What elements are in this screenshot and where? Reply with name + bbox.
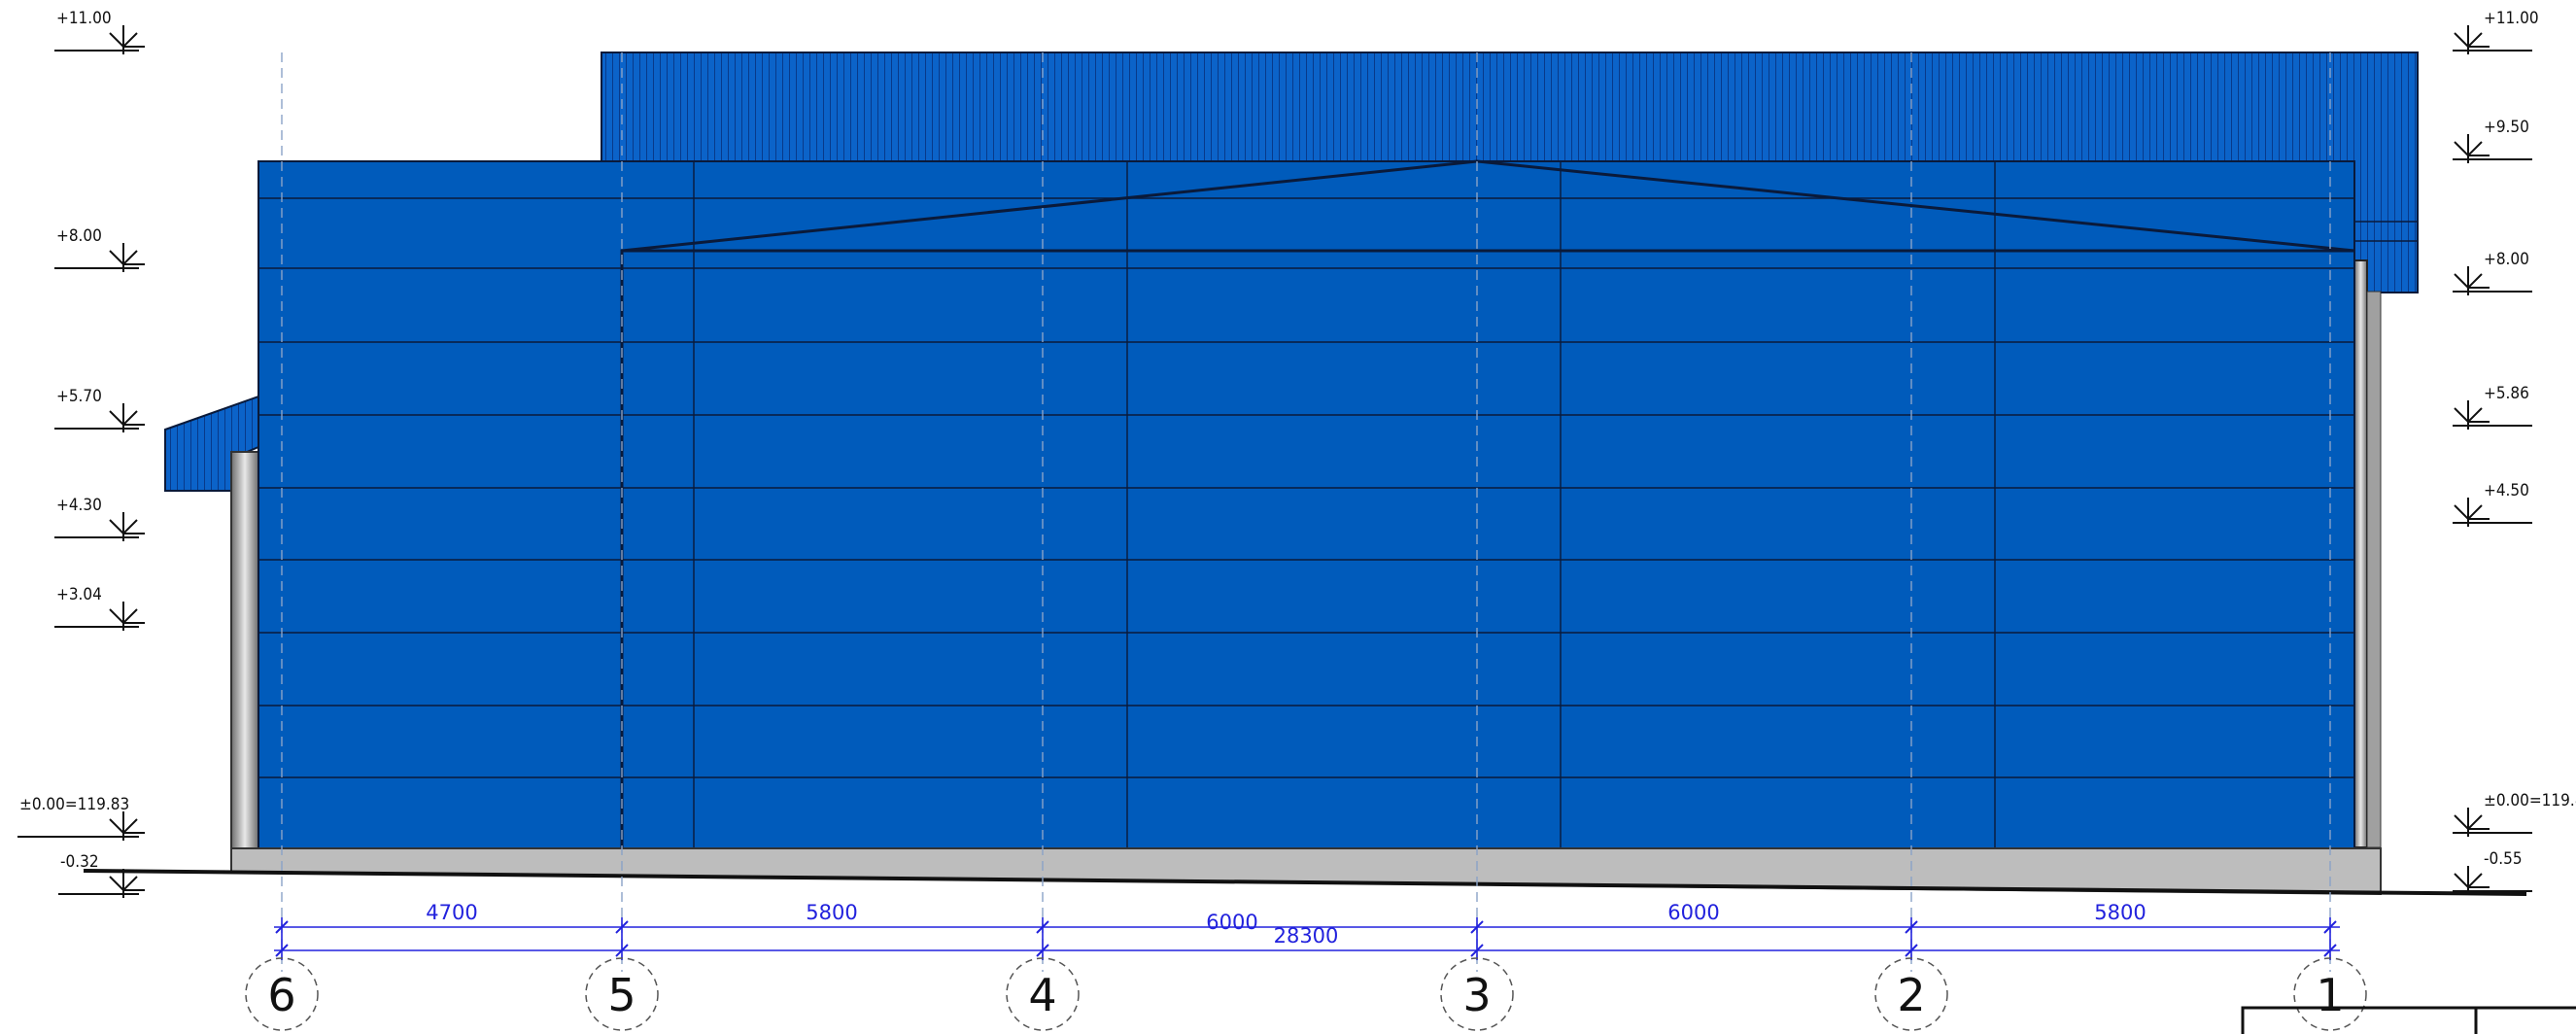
dimension-tick [275,920,289,934]
axis-label: 2 [1897,969,1925,1021]
level-label: ±0.00=119.83 [2484,791,2576,810]
dimension-tick [1036,920,1049,934]
downpipe-right [2366,291,2382,848]
level-label: ±0.00=119.83 [19,795,129,814]
axis-bubble [1874,957,1948,1031]
axis-bubble [585,957,659,1031]
total-dimension-label: 28300 [1274,924,1339,948]
level-label: +5.70 [56,387,102,406]
level-mark [2453,866,2532,895]
axis-bubble [1440,957,1514,1031]
left-canopy-post [230,451,259,849]
dimension-label: 6000 [1206,911,1257,934]
level-label: +9.50 [2484,118,2529,137]
level-label: +3.04 [56,585,102,604]
level-mark [2453,808,2532,837]
title-block-corner [2241,1006,2576,1034]
dimension-tick [2323,920,2337,934]
level-mark [2453,25,2532,54]
dimension-label: 5800 [806,901,857,924]
main-wall [258,160,2355,850]
level-label: +8.00 [2484,250,2529,269]
level-label: -0.32 [60,852,99,872]
level-mark [2453,400,2532,430]
dimension-tick [615,920,629,934]
plinth [230,847,2382,896]
axis-label: 4 [1028,969,1056,1021]
dimension-tick [275,944,289,957]
level-label: +11.00 [56,9,112,28]
level-mark [58,869,145,898]
dimension-label: 5800 [2094,901,2146,924]
level-label: +4.30 [56,496,102,515]
axis-bubbles: 6 5 4 3 2 1 [245,957,2367,1031]
level-mark [54,243,145,272]
dimension-label: 6000 [1667,901,1719,924]
level-mark [17,811,145,841]
axis-label: 5 [607,969,635,1021]
axis-label: 1 [2316,969,2344,1021]
level-label: +11.00 [2484,9,2539,28]
level-marks-right: +11.00 +9.50 +8.00 +5.86 +4.50 ±0.00=119.83 -0… [2453,9,2576,895]
axis-label: 3 [1462,969,1491,1021]
dimension-chain: 4700 5800 6000 6000 5800 28300 [274,901,2340,960]
level-label: +5.86 [2484,384,2529,403]
grid-axis-lines [281,52,2331,972]
axis-bubble [2293,957,2367,1031]
dimension-tick [1470,944,1484,957]
dimension-tick [1036,944,1049,957]
axis-bubble [245,957,319,1031]
dimension-tick [2323,944,2337,957]
dimension-tick [1905,944,1918,957]
dimension-tick [1905,920,1918,934]
level-mark [2453,134,2532,163]
ground-line [83,869,2527,896]
level-mark [2453,266,2532,295]
level-label: -0.55 [2484,849,2523,869]
dimension-label: 4700 [426,901,477,924]
level-mark [54,25,145,54]
level-mark [2453,498,2532,527]
level-label: +8.00 [56,226,102,246]
wall-panel-lines [258,161,2418,849]
axis-label: 6 [267,969,295,1021]
level-mark [54,512,145,541]
axis-bubble [1006,957,1080,1031]
level-marks-left: +11.00 +8.00 +5.70 +4.30 +3.04 ±0.00=119.83 -0… [17,9,145,898]
level-mark [54,403,145,432]
level-label: +4.50 [2484,481,2529,500]
level-mark [54,602,145,631]
dimension-tick [1470,920,1484,934]
dimension-tick [615,944,629,957]
downpipe [2353,259,2368,848]
